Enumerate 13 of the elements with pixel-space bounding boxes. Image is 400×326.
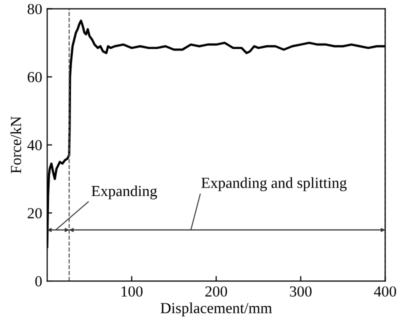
y-tick-label: 80 [28,4,42,14]
y-tick-label: 40 [27,140,42,150]
y-tick-label: 0 [35,276,42,286]
annotation: Expanding and splitting [201,177,347,192]
annotation: Expanding [92,185,158,200]
x-axis-title: Displacement/mm [160,302,272,316]
x-tick-label: 200 [205,286,228,297]
x-tick-label: 100 [122,286,143,297]
x-tick-label: 300 [290,286,312,297]
y-tick-label: 20 [28,208,42,218]
y-tick-label: 60 [28,72,42,82]
y-axis-title: Force/kN [10,116,22,174]
x-tick-label: 400 [374,286,396,297]
